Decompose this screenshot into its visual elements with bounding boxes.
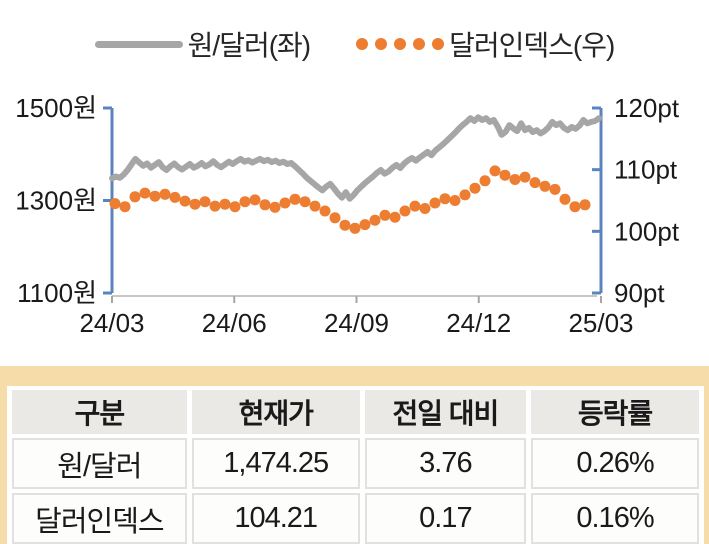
orange-dots-swatch: [356, 38, 445, 50]
cell-usdkrw-current: 1,474.25: [191, 438, 360, 489]
gray-line-swatch: [94, 40, 183, 48]
right-axis: 120pt 110pt 100pt 90pt: [592, 93, 680, 308]
header-pct: 등락률: [530, 390, 699, 434]
x-axis-tick-label: 25/03: [568, 308, 633, 338]
cell-dxy-current: 104.21: [191, 493, 360, 544]
cell-usdkrw-name: 원/달러: [12, 438, 187, 489]
quote-table: 구분 현재가 전일 대비 등락률 원/달러 1,474.25 3.76 0.26…: [7, 386, 704, 544]
right-axis-tick-label: 110pt: [614, 155, 678, 185]
quote-table-inner: 구분 현재가 전일 대비 등락률 원/달러 1,474.25 3.76 0.26…: [7, 386, 704, 544]
header-current: 현재가: [191, 390, 360, 434]
right-axis-tick-label: 90pt: [614, 278, 665, 308]
left-axis-tick-label: 1100원: [17, 278, 97, 308]
header-change: 전일 대비: [364, 390, 526, 434]
header-category: 구분: [12, 390, 187, 434]
cell-usdkrw-change: 3.76: [364, 438, 526, 489]
left-axis: 1500원 1300원 1100원: [15, 93, 114, 308]
table-row: 달러인덱스 104.21 0.17 0.16%: [12, 493, 699, 544]
x-axis-tick-label: 24/12: [446, 308, 511, 338]
table-row: 원/달러 1,474.25 3.76 0.26%: [12, 438, 699, 489]
x-axis: 24/03 24/06 24/09 24/12 25/03: [79, 295, 634, 338]
legend-item-usdkrw: 원/달러(좌): [94, 24, 311, 64]
series-usdkrw-line: [109, 114, 602, 202]
right-axis-tick-label: 120pt: [614, 93, 680, 123]
legend-item-dollar-index: 달러인덱스(우): [356, 24, 615, 64]
series-dollar-index-dots: [109, 165, 591, 234]
x-axis-tick-label: 24/03: [79, 308, 144, 338]
table-header-row: 구분 현재가 전일 대비 등락률: [12, 390, 699, 434]
left-axis-tick-label: 1300원: [15, 186, 97, 216]
left-axis-tick-label: 1500원: [15, 93, 97, 123]
cell-usdkrw-pct: 0.26%: [530, 438, 699, 489]
legend-label-dollar-index: 달러인덱스(우): [449, 30, 615, 61]
quote-table-card: 구분 현재가 전일 대비 등락률 원/달러 1,474.25 3.76 0.26…: [0, 366, 709, 544]
cell-dxy-name: 달러인덱스: [12, 493, 187, 544]
chart-legend: 원/달러(좌) 달러인덱스(우): [0, 24, 709, 64]
x-axis-tick-label: 24/06: [202, 308, 267, 338]
right-axis-tick-label: 100pt: [614, 216, 680, 246]
cell-dxy-change: 0.17: [364, 493, 526, 544]
legend-label-usdkrw: 원/달러(좌): [187, 30, 311, 61]
x-axis-tick-label: 24/09: [324, 308, 389, 338]
cell-dxy-pct: 0.16%: [530, 493, 699, 544]
